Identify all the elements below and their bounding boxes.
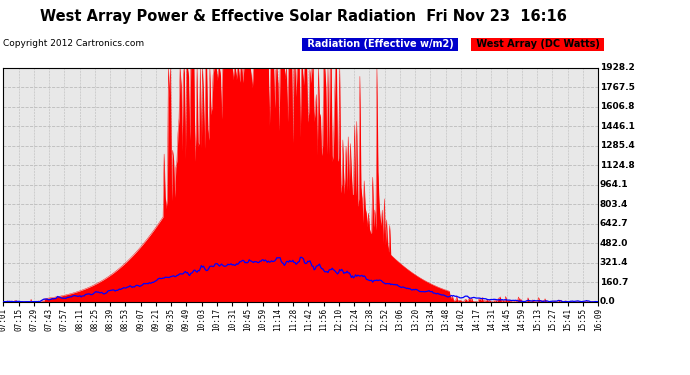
Text: 964.1: 964.1 bbox=[600, 180, 628, 189]
Text: Radiation (Effective w/m2): Radiation (Effective w/m2) bbox=[304, 39, 457, 50]
Text: 803.4: 803.4 bbox=[600, 200, 628, 209]
Text: 1606.8: 1606.8 bbox=[600, 102, 634, 111]
Text: West Array Power & Effective Solar Radiation  Fri Nov 23  16:16: West Array Power & Effective Solar Radia… bbox=[40, 9, 567, 24]
Text: 482.0: 482.0 bbox=[600, 239, 628, 248]
Text: 1124.8: 1124.8 bbox=[600, 160, 634, 170]
Text: 1767.5: 1767.5 bbox=[600, 82, 635, 92]
Text: West Array (DC Watts): West Array (DC Watts) bbox=[473, 39, 603, 50]
Text: 1928.2: 1928.2 bbox=[600, 63, 634, 72]
Text: 642.7: 642.7 bbox=[600, 219, 628, 228]
Text: 1285.4: 1285.4 bbox=[600, 141, 634, 150]
Text: 321.4: 321.4 bbox=[600, 258, 628, 267]
Text: Copyright 2012 Cartronics.com: Copyright 2012 Cartronics.com bbox=[3, 39, 145, 48]
Text: 1446.1: 1446.1 bbox=[600, 122, 635, 130]
Text: 0.0: 0.0 bbox=[600, 297, 615, 306]
Text: 160.7: 160.7 bbox=[600, 278, 628, 287]
